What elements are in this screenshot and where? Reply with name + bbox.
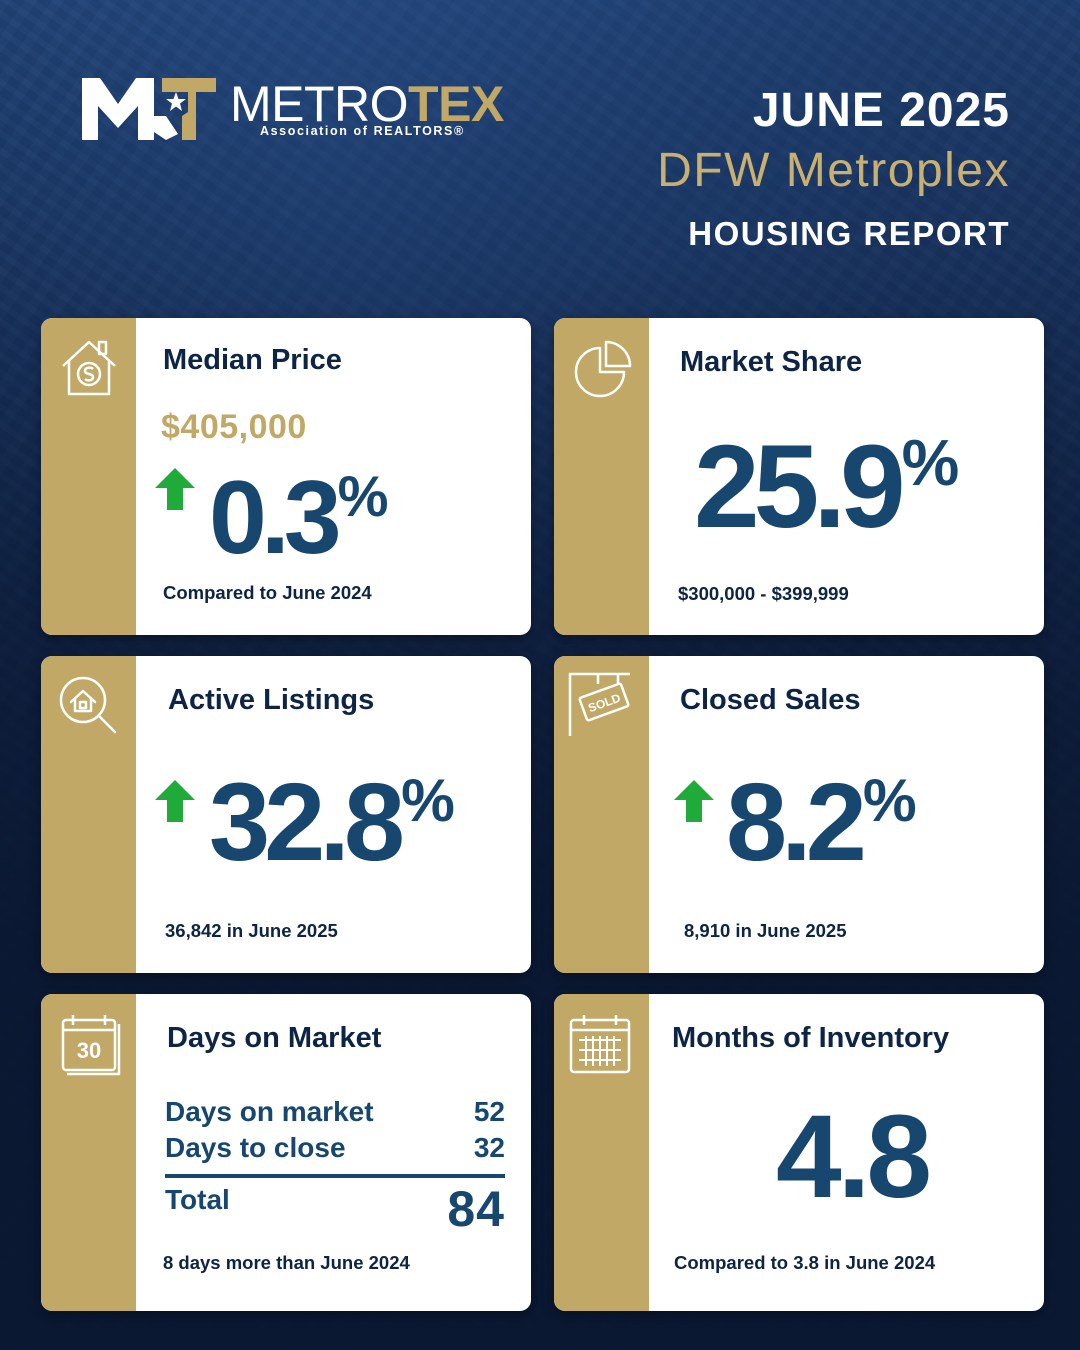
median-price-change: 0.3%	[209, 464, 389, 570]
change-unit: %	[337, 464, 389, 529]
card-title: Median Price	[163, 344, 342, 376]
share-unit: %	[901, 425, 960, 499]
report-header: JUNE 2025 DFW Metroplex HOUSING REPORT	[657, 84, 1010, 254]
change-value: 0.3	[209, 460, 342, 576]
metrotex-logo: METROTEX Association of REALTORS®	[82, 76, 512, 146]
months-of-inventory-card: Months of Inventory 4.8 Compared to 3.8 …	[554, 994, 1044, 1311]
card-title: Market Share	[680, 346, 863, 378]
brand-name-white: METRO	[230, 76, 409, 132]
dom-total-label: Total	[165, 1184, 230, 1215]
market-share-card: Market Share 25.9% $300,000 - $399,999	[554, 318, 1044, 635]
trend-up-arrow-icon	[155, 780, 195, 822]
house-search-icon	[59, 676, 117, 734]
dom-row-value: 32	[473, 1132, 505, 1163]
closed-sales-change: 8.2%	[726, 765, 917, 878]
card-stripe	[41, 656, 136, 973]
brand-name-gold: TEX	[408, 76, 504, 132]
dom-row-value: 52	[473, 1096, 505, 1127]
svg-text:30: 30	[77, 1038, 101, 1063]
pie-chart-icon	[574, 340, 632, 398]
calendar-grid-icon	[569, 1015, 631, 1074]
dom-row-label: Days on market	[165, 1096, 374, 1127]
card-footnote: 8 days more than June 2024	[163, 1252, 410, 1273]
card-title: Months of Inventory	[672, 1022, 950, 1054]
market-share-value: 25.9%	[694, 425, 960, 546]
card-title: Days on Market	[167, 1022, 382, 1054]
dom-row: Days to close 32	[165, 1132, 505, 1164]
card-stripe	[41, 318, 136, 635]
house-dollar-icon	[62, 340, 116, 396]
card-footnote: Compared to 3.8 in June 2024	[674, 1252, 936, 1273]
trend-up-arrow-icon	[155, 468, 195, 510]
dom-row: Days on market 52	[165, 1096, 505, 1128]
report-region: DFW Metroplex	[657, 144, 1010, 197]
dom-row-label: Days to close	[165, 1132, 346, 1163]
dom-divider	[165, 1174, 505, 1178]
closed-sales-card: SOLD Closed Sales 8.2% 8,910 in June 202…	[554, 656, 1044, 973]
brand-subtitle: Association of REALTORS®	[260, 124, 465, 138]
card-title: Active Listings	[168, 684, 375, 716]
metrotex-logo-mark	[82, 78, 216, 140]
change-value: 8.2	[726, 761, 867, 884]
change-value: 32.8	[209, 761, 405, 884]
card-footnote: 8,910 in June 2025	[684, 920, 847, 941]
card-title: Closed Sales	[680, 684, 861, 716]
sold-sign-icon: SOLD	[568, 672, 630, 736]
report-title: HOUSING REPORT	[688, 215, 1010, 252]
card-footnote: 36,842 in June 2025	[165, 920, 338, 941]
change-unit: %	[401, 765, 455, 834]
months-inventory-value: 4.8	[776, 1091, 932, 1223]
report-month: JUNE 2025	[752, 84, 1010, 137]
share-value: 25.9	[694, 421, 906, 553]
active-listings-change: 32.8%	[209, 765, 455, 878]
trend-up-arrow-icon	[674, 780, 714, 822]
card-footnote: Compared to June 2024	[163, 582, 372, 603]
calendar-30-icon: 30	[61, 1015, 121, 1076]
median-price-card: Median Price $405,000 0.3% Compared to J…	[41, 318, 531, 635]
dom-total-value: 84	[447, 1181, 505, 1237]
brand-name: METROTEX	[230, 78, 504, 130]
median-price-value: $405,000	[161, 408, 307, 446]
card-footnote: $300,000 - $399,999	[678, 583, 849, 604]
active-listings-card: Active Listings 32.8% 36,842 in June 202…	[41, 656, 531, 973]
days-on-market-card: 30 Days on Market Days on market 52 Days…	[41, 994, 531, 1311]
change-unit: %	[862, 765, 917, 834]
